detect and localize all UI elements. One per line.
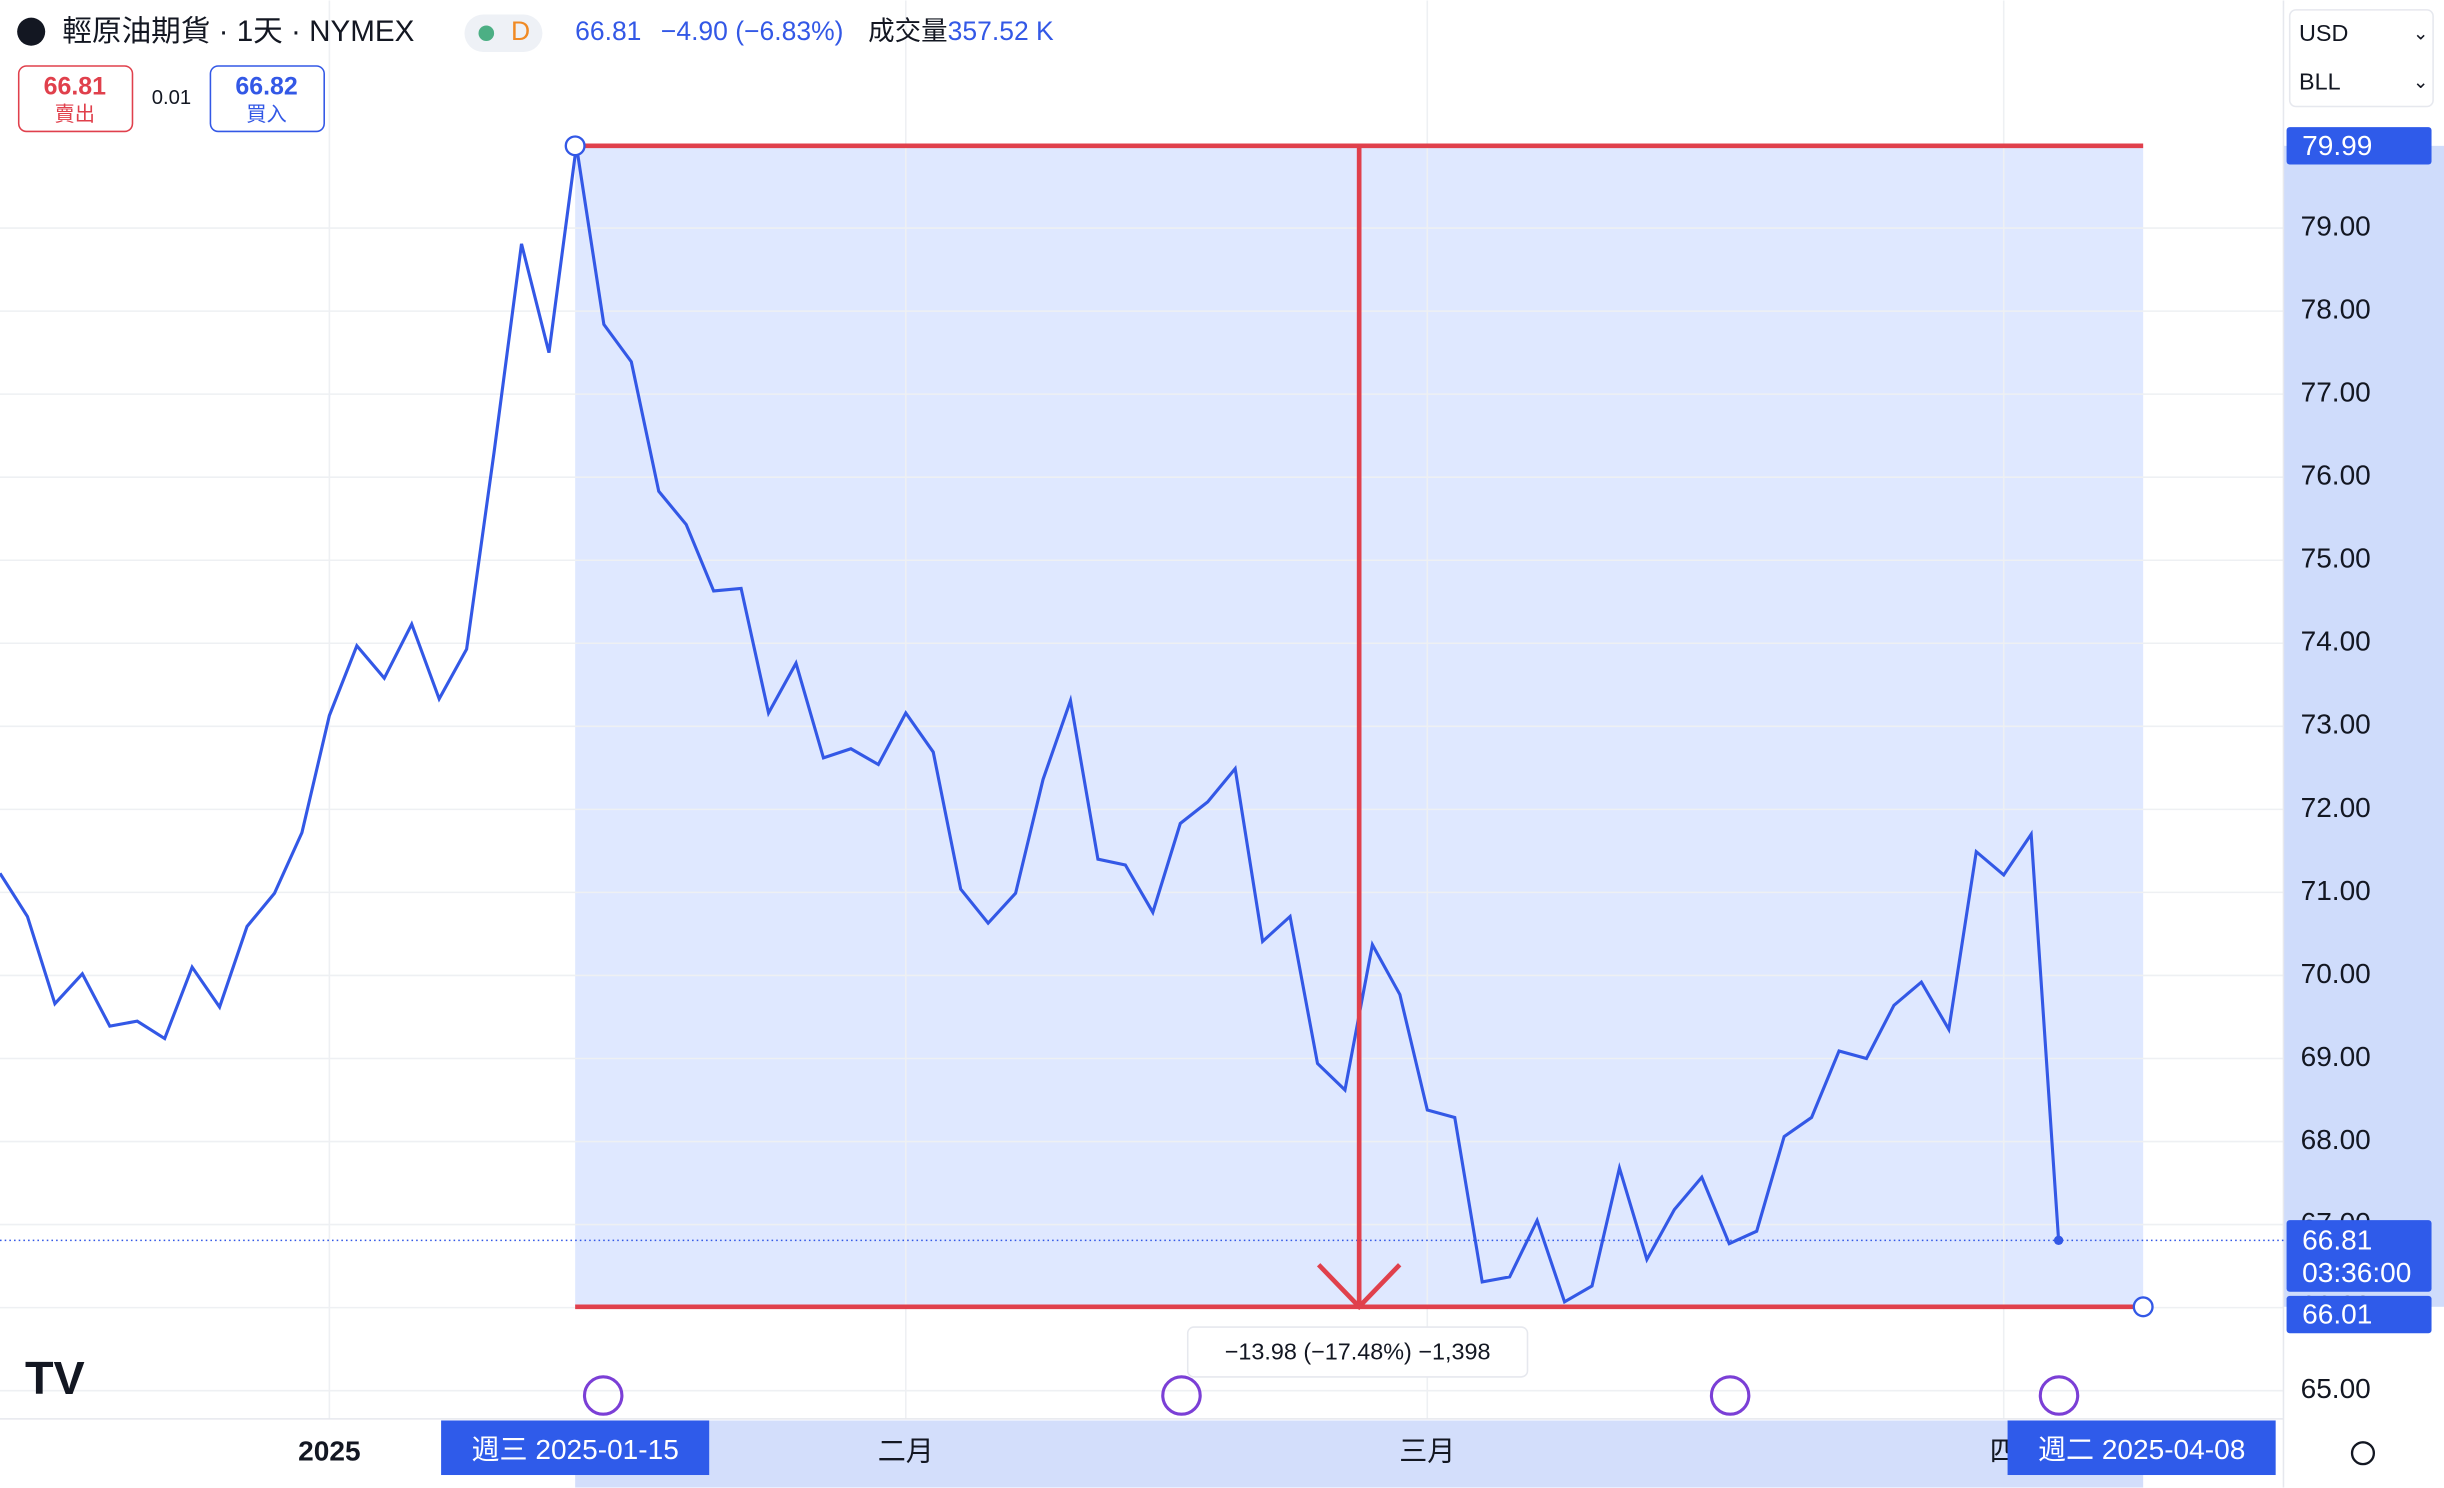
y-tick-label: 79.00 (2301, 210, 2371, 241)
chevron: ⌄ (2413, 23, 2429, 44)
badge: D (511, 16, 530, 46)
unit[interactable]: BLL (2299, 68, 2341, 94)
price-line (0, 145, 2061, 1305)
event-icon[interactable] (2038, 1375, 2080, 1416)
change: −4.90 (−6.83%) (661, 16, 844, 46)
measure-axis-band (2283, 145, 2444, 1307)
buy-label: 買入 (246, 104, 287, 126)
settings-icon[interactable] (2350, 1441, 2376, 1466)
date-tag-text: 週三 2025-01-15 (471, 1434, 678, 1465)
y-tick-label: 69.00 (2301, 1041, 2371, 1072)
y-tick-label: 65.00 (2301, 1373, 2371, 1404)
y-tick-label: 71.00 (2301, 875, 2371, 906)
volume-label: 成交量 (868, 16, 947, 46)
y-tick-label: 74.00 (2301, 626, 2371, 657)
symbol: 輕原油期貨 · 1天 · NYMEX (62, 15, 414, 48)
unit-selector[interactable] (2288, 9, 2434, 108)
y-tick-label: 75.00 (2301, 543, 2371, 574)
y-tick-label: 77.00 (2301, 377, 2371, 408)
x-tick-label: 二月 (878, 1436, 934, 1467)
countdown: 03:36:00 (2302, 1257, 2411, 1288)
price-tag-text: 79.99 (2302, 130, 2372, 161)
measure-handle (2132, 1296, 2154, 1318)
price-tag (2286, 127, 2432, 165)
buy-price: 66.82 (235, 72, 297, 100)
badge-bg (464, 14, 543, 52)
date-tag (441, 1420, 710, 1476)
spread: 0.01 (152, 87, 191, 109)
measure-handle (564, 135, 586, 157)
sell-button[interactable] (17, 65, 134, 133)
y-tick-label: 78.00 (2301, 294, 2371, 325)
price-tag-text: 66.81 (2302, 1224, 2372, 1255)
y-tick-label: 72.00 (2301, 792, 2371, 823)
price-tag (2286, 1220, 2432, 1292)
date-tag-text: 週二 2025-04-08 (2038, 1434, 2245, 1465)
sell-label: 賣出 (55, 103, 96, 126)
measure-arrowhead (1316, 1263, 1402, 1311)
symbol-icon (17, 17, 46, 46)
measure-label-bg (1186, 1326, 1529, 1378)
price: 66.81 (575, 16, 641, 46)
x-tick-label: 2025 (298, 1436, 360, 1467)
logo: TV (25, 1352, 85, 1404)
buy-button[interactable] (209, 65, 325, 133)
volume: 357.52 K (948, 16, 1054, 46)
price-tag (2286, 1295, 2432, 1334)
date-tag (2007, 1420, 2276, 1476)
status-dot (478, 25, 495, 42)
y-tick-label: 76.00 (2301, 460, 2371, 491)
x-tick-label: 三月 (1399, 1436, 1455, 1467)
measure-time-band (575, 1420, 2144, 1488)
chevron: ⌄ (2413, 71, 2429, 92)
y-tick-label: 68.00 (2301, 1124, 2371, 1155)
event-icon[interactable] (1709, 1375, 1751, 1416)
event-icon[interactable] (1161, 1375, 1202, 1416)
currency[interactable]: USD (2299, 20, 2348, 46)
sell-price: 66.81 (44, 72, 107, 100)
price-tag-text: 66.01 (2302, 1299, 2372, 1330)
event-icon[interactable] (582, 1375, 624, 1416)
measure-label: −13.98 (−17.48%) −1,398 (1225, 1339, 1491, 1365)
y-tick-label: 70.00 (2301, 958, 2371, 989)
y-tick-label: 73.00 (2301, 709, 2371, 740)
